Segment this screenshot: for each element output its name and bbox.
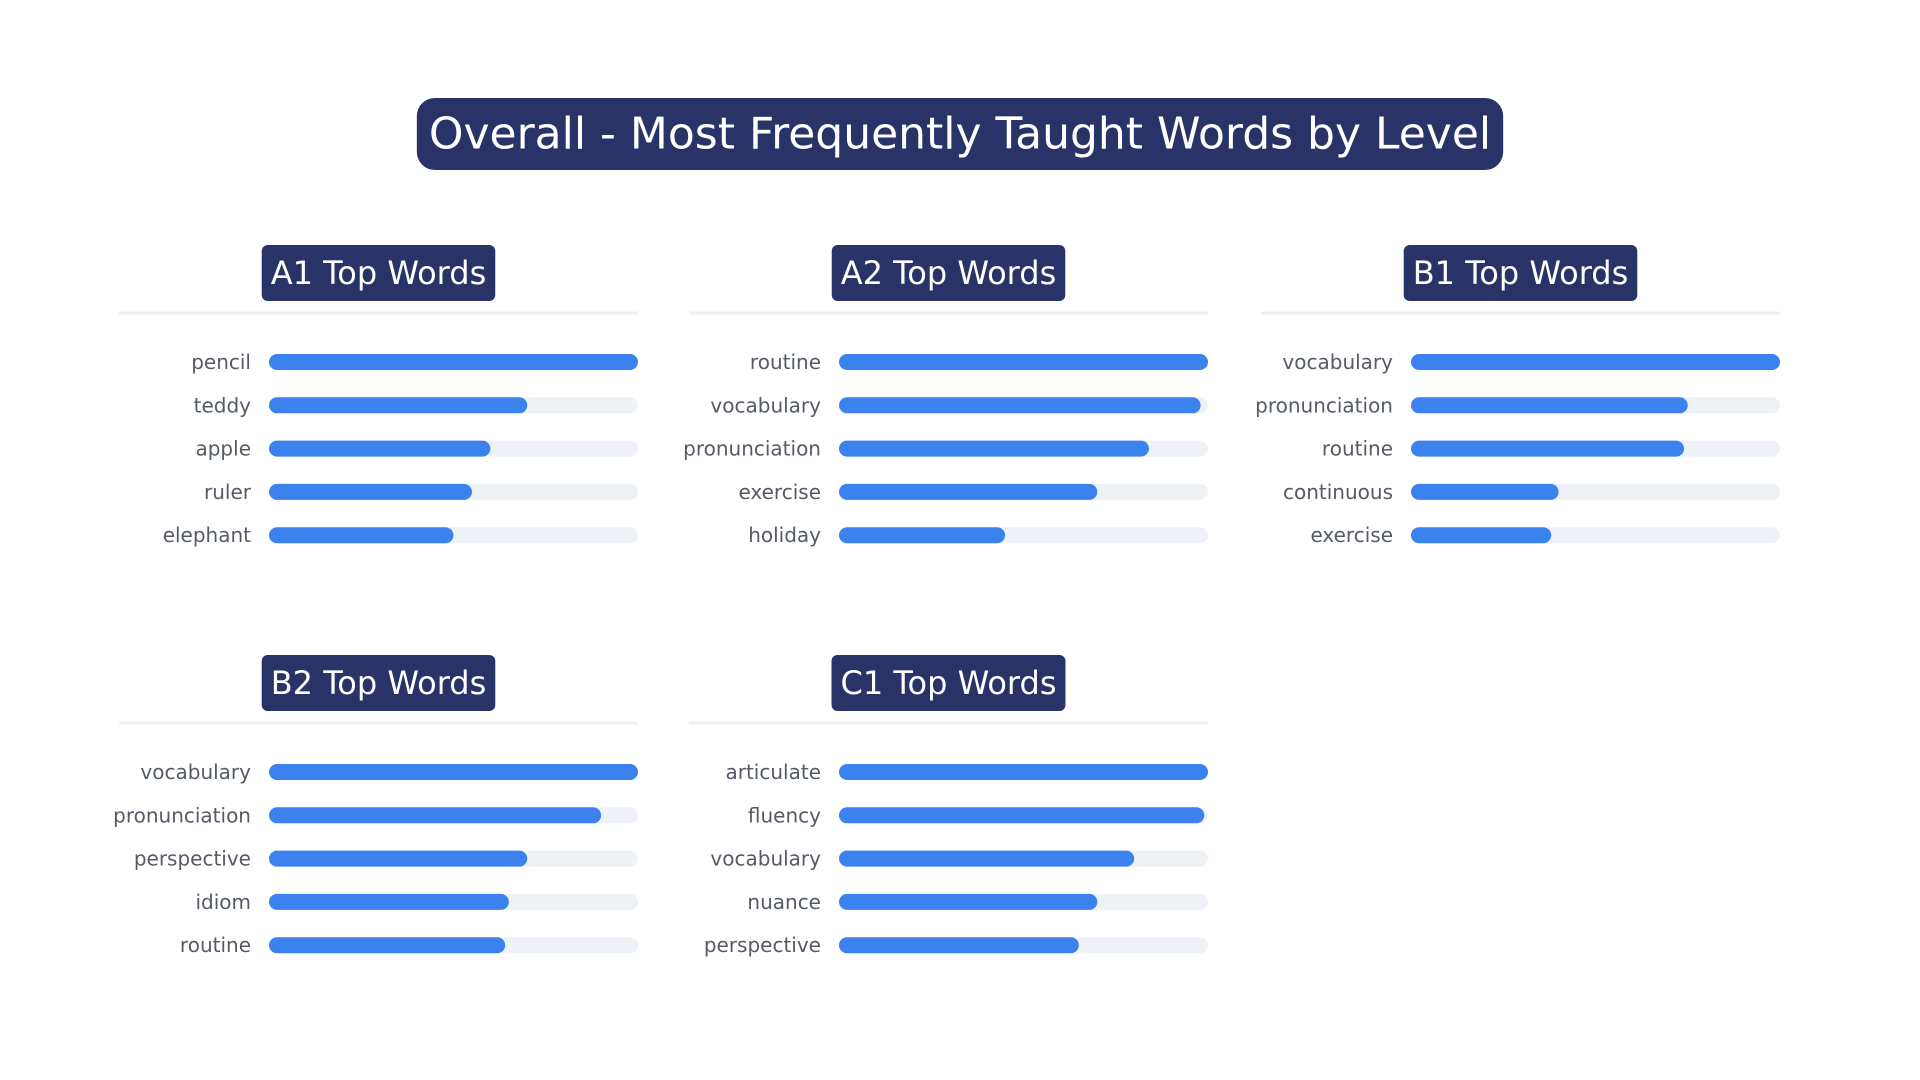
bar <box>269 483 472 500</box>
category-label: pronunciation <box>113 803 251 827</box>
panel-title: B2 Top Words <box>271 664 487 702</box>
category-label: vocabulary <box>1282 350 1393 374</box>
title-group: Overall - Most Frequently Taught Words b… <box>416 98 1504 170</box>
bar <box>269 354 638 370</box>
bar-panel: B1 Top Words vocabulary pronunciation routi… <box>1255 245 1780 547</box>
bar <box>269 527 454 544</box>
bar <box>1411 527 1552 544</box>
bar-panel: A2 Top Words routine vocabulary pronunciati… <box>683 245 1208 547</box>
bar <box>839 397 1201 414</box>
category-label: exercise <box>1310 523 1393 547</box>
bar-panel: B2 Top Words vocabulary pronunciation persp… <box>113 655 638 957</box>
bar <box>839 764 1208 780</box>
bar <box>1411 483 1559 500</box>
category-label: ruler <box>204 480 252 504</box>
bar <box>839 483 1098 500</box>
category-label: routine <box>180 933 251 957</box>
panel-title: C1 Top Words <box>841 664 1057 702</box>
category-label: holiday <box>748 523 821 547</box>
panel-title-pill <box>831 245 1066 301</box>
category-label: exercise <box>738 480 821 504</box>
bar-panel: A1 Top Words pencil teddy apple ruler elephan… <box>119 245 638 547</box>
panel-title-pill <box>261 245 496 301</box>
bar <box>839 527 1006 544</box>
bar <box>269 440 491 457</box>
panel-title-pill <box>261 655 496 711</box>
panel-title-pill <box>831 655 1066 711</box>
panel-title: A1 Top Words <box>271 254 487 292</box>
bar <box>839 893 1098 910</box>
category-label: pencil <box>191 350 251 374</box>
category-label: routine <box>1322 437 1393 461</box>
category-label: apple <box>195 437 251 461</box>
bar <box>839 354 1208 370</box>
category-label: routine <box>750 350 821 374</box>
category-label: nuance <box>747 890 821 914</box>
category-label: perspective <box>134 847 251 871</box>
title-pill <box>416 98 1504 170</box>
category-label: elephant <box>163 523 251 547</box>
bar <box>269 937 506 954</box>
panel-title-pill <box>1403 245 1638 301</box>
category-label: vocabulary <box>140 760 251 784</box>
bar <box>839 937 1079 954</box>
bar <box>269 893 509 910</box>
category-label: vocabulary <box>710 393 821 417</box>
bar <box>839 850 1135 867</box>
bar <box>269 807 602 824</box>
panel-title: A2 Top Words <box>841 254 1057 292</box>
bar <box>269 397 528 414</box>
category-label: continuous <box>1283 480 1393 504</box>
bar <box>839 807 1205 824</box>
bar-panel: C1 Top Words articulate fluency vocabulary n… <box>689 655 1208 957</box>
category-label: pronunciation <box>1255 393 1393 417</box>
bar <box>1411 440 1685 457</box>
category-label: perspective <box>704 933 821 957</box>
category-label: teddy <box>194 393 252 417</box>
panel-title: B1 Top Words <box>1413 254 1629 292</box>
bar <box>269 850 528 867</box>
bar <box>269 764 638 780</box>
category-label: pronunciation <box>683 437 821 461</box>
category-label: fluency <box>748 803 821 827</box>
category-label: articulate <box>725 760 821 784</box>
bar <box>1411 397 1688 414</box>
bar <box>839 440 1149 457</box>
category-label: vocabulary <box>710 847 821 871</box>
bar <box>1411 354 1780 370</box>
category-label: idiom <box>195 890 251 914</box>
page-title: Overall - Most Frequently Taught Words b… <box>429 109 1491 160</box>
